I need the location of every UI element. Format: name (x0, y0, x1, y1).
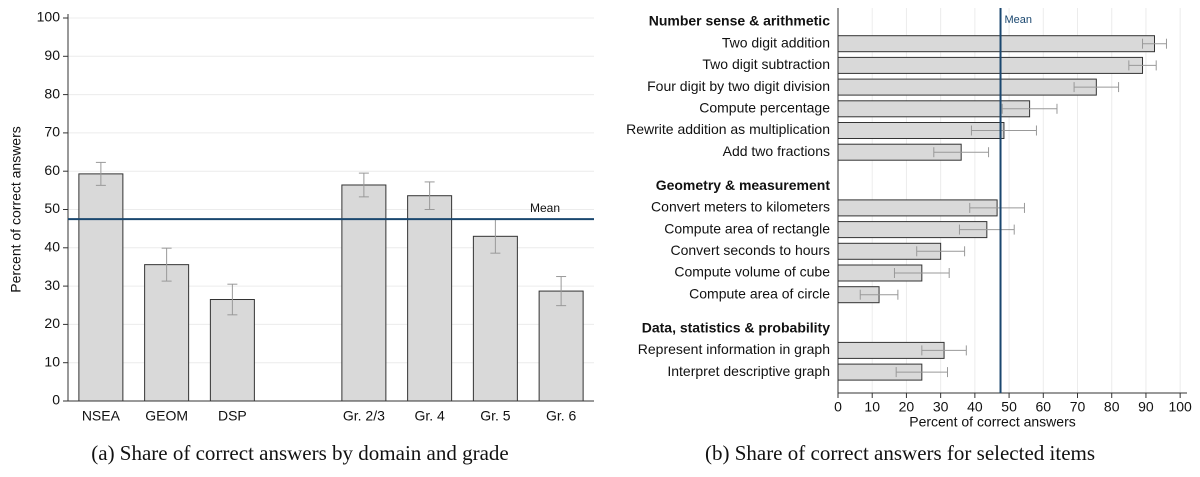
y-tick-label: Compute area of circle (689, 285, 830, 301)
x-tick-label: Gr. 4 (414, 408, 445, 424)
bar (78, 173, 124, 402)
y-tick-label: Represent information in graph (638, 341, 830, 357)
y-tick-label: 20 (44, 315, 60, 331)
x-tick-label: 100 (1168, 399, 1192, 415)
x-tick-label: 30 (933, 399, 949, 415)
x-tick-label: 90 (1138, 399, 1154, 415)
y-tick-label: 40 (44, 239, 60, 255)
y-tick-label: Two digit subtraction (702, 56, 830, 72)
x-tick-label: 20 (899, 399, 915, 415)
mean-label: Mean (530, 201, 560, 215)
y-tick-label: 60 (44, 162, 60, 178)
x-tick-label: 50 (1001, 399, 1017, 415)
x-tick-label: GEOM (145, 408, 188, 424)
bar (837, 35, 1155, 53)
y-axis-label: Percent of correct answers (8, 126, 24, 293)
bar (341, 184, 387, 402)
caption: (a) Share of correct answers by domain a… (91, 441, 509, 465)
bar (538, 290, 584, 402)
y-tick-label: Add two fractions (723, 143, 830, 159)
bar (837, 78, 1097, 96)
x-tick-label: Gr. 6 (546, 408, 577, 424)
x-tick-label: 0 (834, 399, 842, 415)
y-tick-label: Four digit by two digit division (647, 78, 830, 94)
y-tick-label: 30 (44, 277, 60, 293)
y-tick-label: 50 (44, 200, 60, 216)
x-tick-label: 70 (1070, 399, 1086, 415)
y-tick-label: Convert meters to kilometers (651, 199, 830, 215)
group-header: Data, statistics & probability (642, 319, 830, 335)
y-tick-label: 0 (52, 392, 60, 408)
x-tick-label: 40 (967, 399, 983, 415)
group-header: Geometry & measurement (656, 177, 831, 193)
mean-label: Mean (1005, 14, 1033, 26)
y-tick-label: Two digit addition (722, 34, 830, 50)
bar (837, 56, 1144, 74)
x-axis-label: Percent of correct answers (909, 414, 1076, 430)
x-tick-label: NSEA (82, 408, 121, 424)
x-tick-label: Gr. 5 (480, 408, 511, 424)
bar (209, 299, 255, 402)
x-tick-label: Gr. 2/3 (343, 408, 385, 424)
y-tick-label: Compute area of rectangle (664, 220, 830, 236)
y-tick-label: Compute percentage (699, 100, 830, 116)
bar (407, 195, 453, 402)
bar (472, 235, 518, 402)
y-tick-label: 90 (44, 47, 60, 63)
y-tick-label: Interpret descriptive graph (667, 363, 830, 379)
x-tick-label: DSP (218, 408, 247, 424)
y-tick-label: 10 (44, 353, 60, 369)
y-tick-label: 70 (44, 124, 60, 140)
y-tick-label: Rewrite addition as multiplication (626, 121, 830, 137)
x-tick-label: 80 (1104, 399, 1120, 415)
y-tick-label: Convert seconds to hours (670, 242, 830, 258)
bar (144, 264, 190, 402)
group-header: Number sense & arithmetic (649, 13, 830, 29)
y-tick-label: 80 (44, 85, 60, 101)
x-tick-label: 60 (1036, 399, 1052, 415)
caption: (b) Share of correct answers for selecte… (705, 441, 1095, 465)
x-tick-label: 10 (864, 399, 880, 415)
y-tick-label: Compute volume of cube (674, 264, 830, 280)
y-tick-label: 100 (37, 9, 61, 25)
